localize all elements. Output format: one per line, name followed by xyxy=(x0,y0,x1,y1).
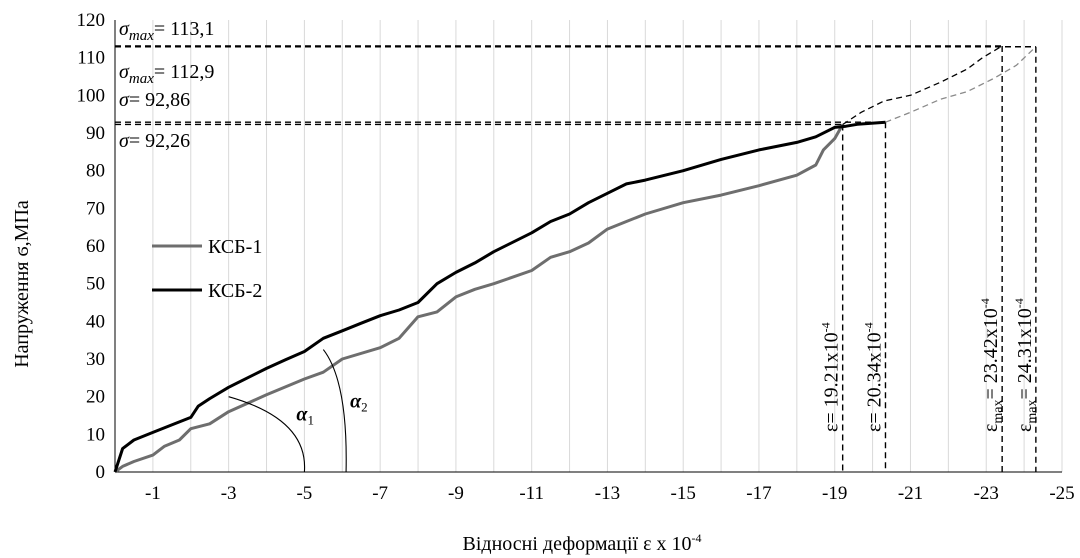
y-tick-label: 20 xyxy=(86,387,105,408)
sigma-max-2-label: σmax= 112,9 xyxy=(119,61,214,87)
axes xyxy=(114,20,1062,473)
angle-arc-2 xyxy=(322,349,347,473)
x-tick-label: -25 xyxy=(1049,483,1074,504)
y-tick-label: 80 xyxy=(86,161,105,182)
y-tick-label: 10 xyxy=(86,424,105,445)
series-lines xyxy=(113,45,1037,474)
angle-arc-1 xyxy=(228,396,306,473)
y-tick-label: 60 xyxy=(86,236,105,257)
y-tick-labels: 0 10 20 30 40 50 60 70 80 90 100 110 120 xyxy=(77,10,106,483)
y-tick-label: 100 xyxy=(77,85,106,106)
x-tick-label: -11 xyxy=(519,483,544,504)
alpha-1-label: α1 xyxy=(296,404,314,428)
legend-label-КСБ-2: КСБ-2 xyxy=(208,280,262,302)
y-axis-title: Напруження ϭ,МПа xyxy=(11,200,33,368)
angle-arcs: α1 α2 xyxy=(228,349,368,473)
eps-max-1-label: εmax= 23.42x10-4 xyxy=(978,298,1006,432)
x-tick-labels: -1 -3 -5 -7 -9 -11 -13 -15 -17 -19 -21 -23 -25 xyxy=(145,483,1075,504)
extrapolation-line-2 xyxy=(842,45,1003,126)
x-tick-label: -9 xyxy=(448,483,464,504)
x-tick-label: -17 xyxy=(746,483,771,504)
y-tick-label: 70 xyxy=(86,198,105,219)
annotations: σmax= 113,1 σmax= 112,9σ= 92,86 σ= 92,26 ε=… xyxy=(119,18,1040,432)
y-tick-label: 0 xyxy=(96,462,106,483)
x-axis-title-text: Відносні деформації ε x 10 xyxy=(463,533,692,555)
y-tick-label: 40 xyxy=(86,311,105,332)
x-tick-label: -23 xyxy=(974,483,999,504)
x-tick-label: -5 xyxy=(296,483,312,504)
series-line-КСБ-2 xyxy=(113,120,886,473)
alpha-2-label: α2 xyxy=(350,390,368,414)
dashed-guide-lines xyxy=(115,45,1037,472)
extrapolation-line-3 xyxy=(885,46,1037,123)
y-tick-label: 90 xyxy=(86,123,105,144)
y-tick-label: 30 xyxy=(86,349,105,370)
eps-1-label: ε= 19.21x10-4 xyxy=(819,322,843,432)
y-tick-label: 120 xyxy=(77,10,106,31)
vertical-gridlines xyxy=(152,20,1063,472)
x-tick-label: -3 xyxy=(221,483,237,504)
x-axis-title: Відносні деформації ε x 10-4 xyxy=(463,531,702,555)
eps-max-2-label: εmax= 24.31x10-4 xyxy=(1012,298,1040,432)
legend-label-КСБ-1: КСБ-1 xyxy=(208,236,262,258)
sigma-2-label: σ= 92,26 xyxy=(119,130,190,152)
legend: КСБ-1 КСБ-2 xyxy=(152,236,262,302)
x-tick-label: -21 xyxy=(898,483,923,504)
x-tick-label: -1 xyxy=(145,483,161,504)
x-tick-label: -13 xyxy=(595,483,620,504)
x-tick-label: -19 xyxy=(822,483,847,504)
sigma-1-label: σ= 92,86 xyxy=(119,89,190,111)
sigma-max-1-label: σmax= 113,1 xyxy=(119,18,214,44)
y-tick-label: 50 xyxy=(86,274,105,295)
x-axis-title-exp: -4 xyxy=(691,531,701,545)
x-tick-label: -7 xyxy=(372,483,388,504)
eps-2-label: ε= 20.34x10-4 xyxy=(861,322,885,432)
series-line-КСБ-1 xyxy=(114,123,845,474)
y-tick-label: 110 xyxy=(77,48,105,69)
x-tick-label: -15 xyxy=(671,483,696,504)
